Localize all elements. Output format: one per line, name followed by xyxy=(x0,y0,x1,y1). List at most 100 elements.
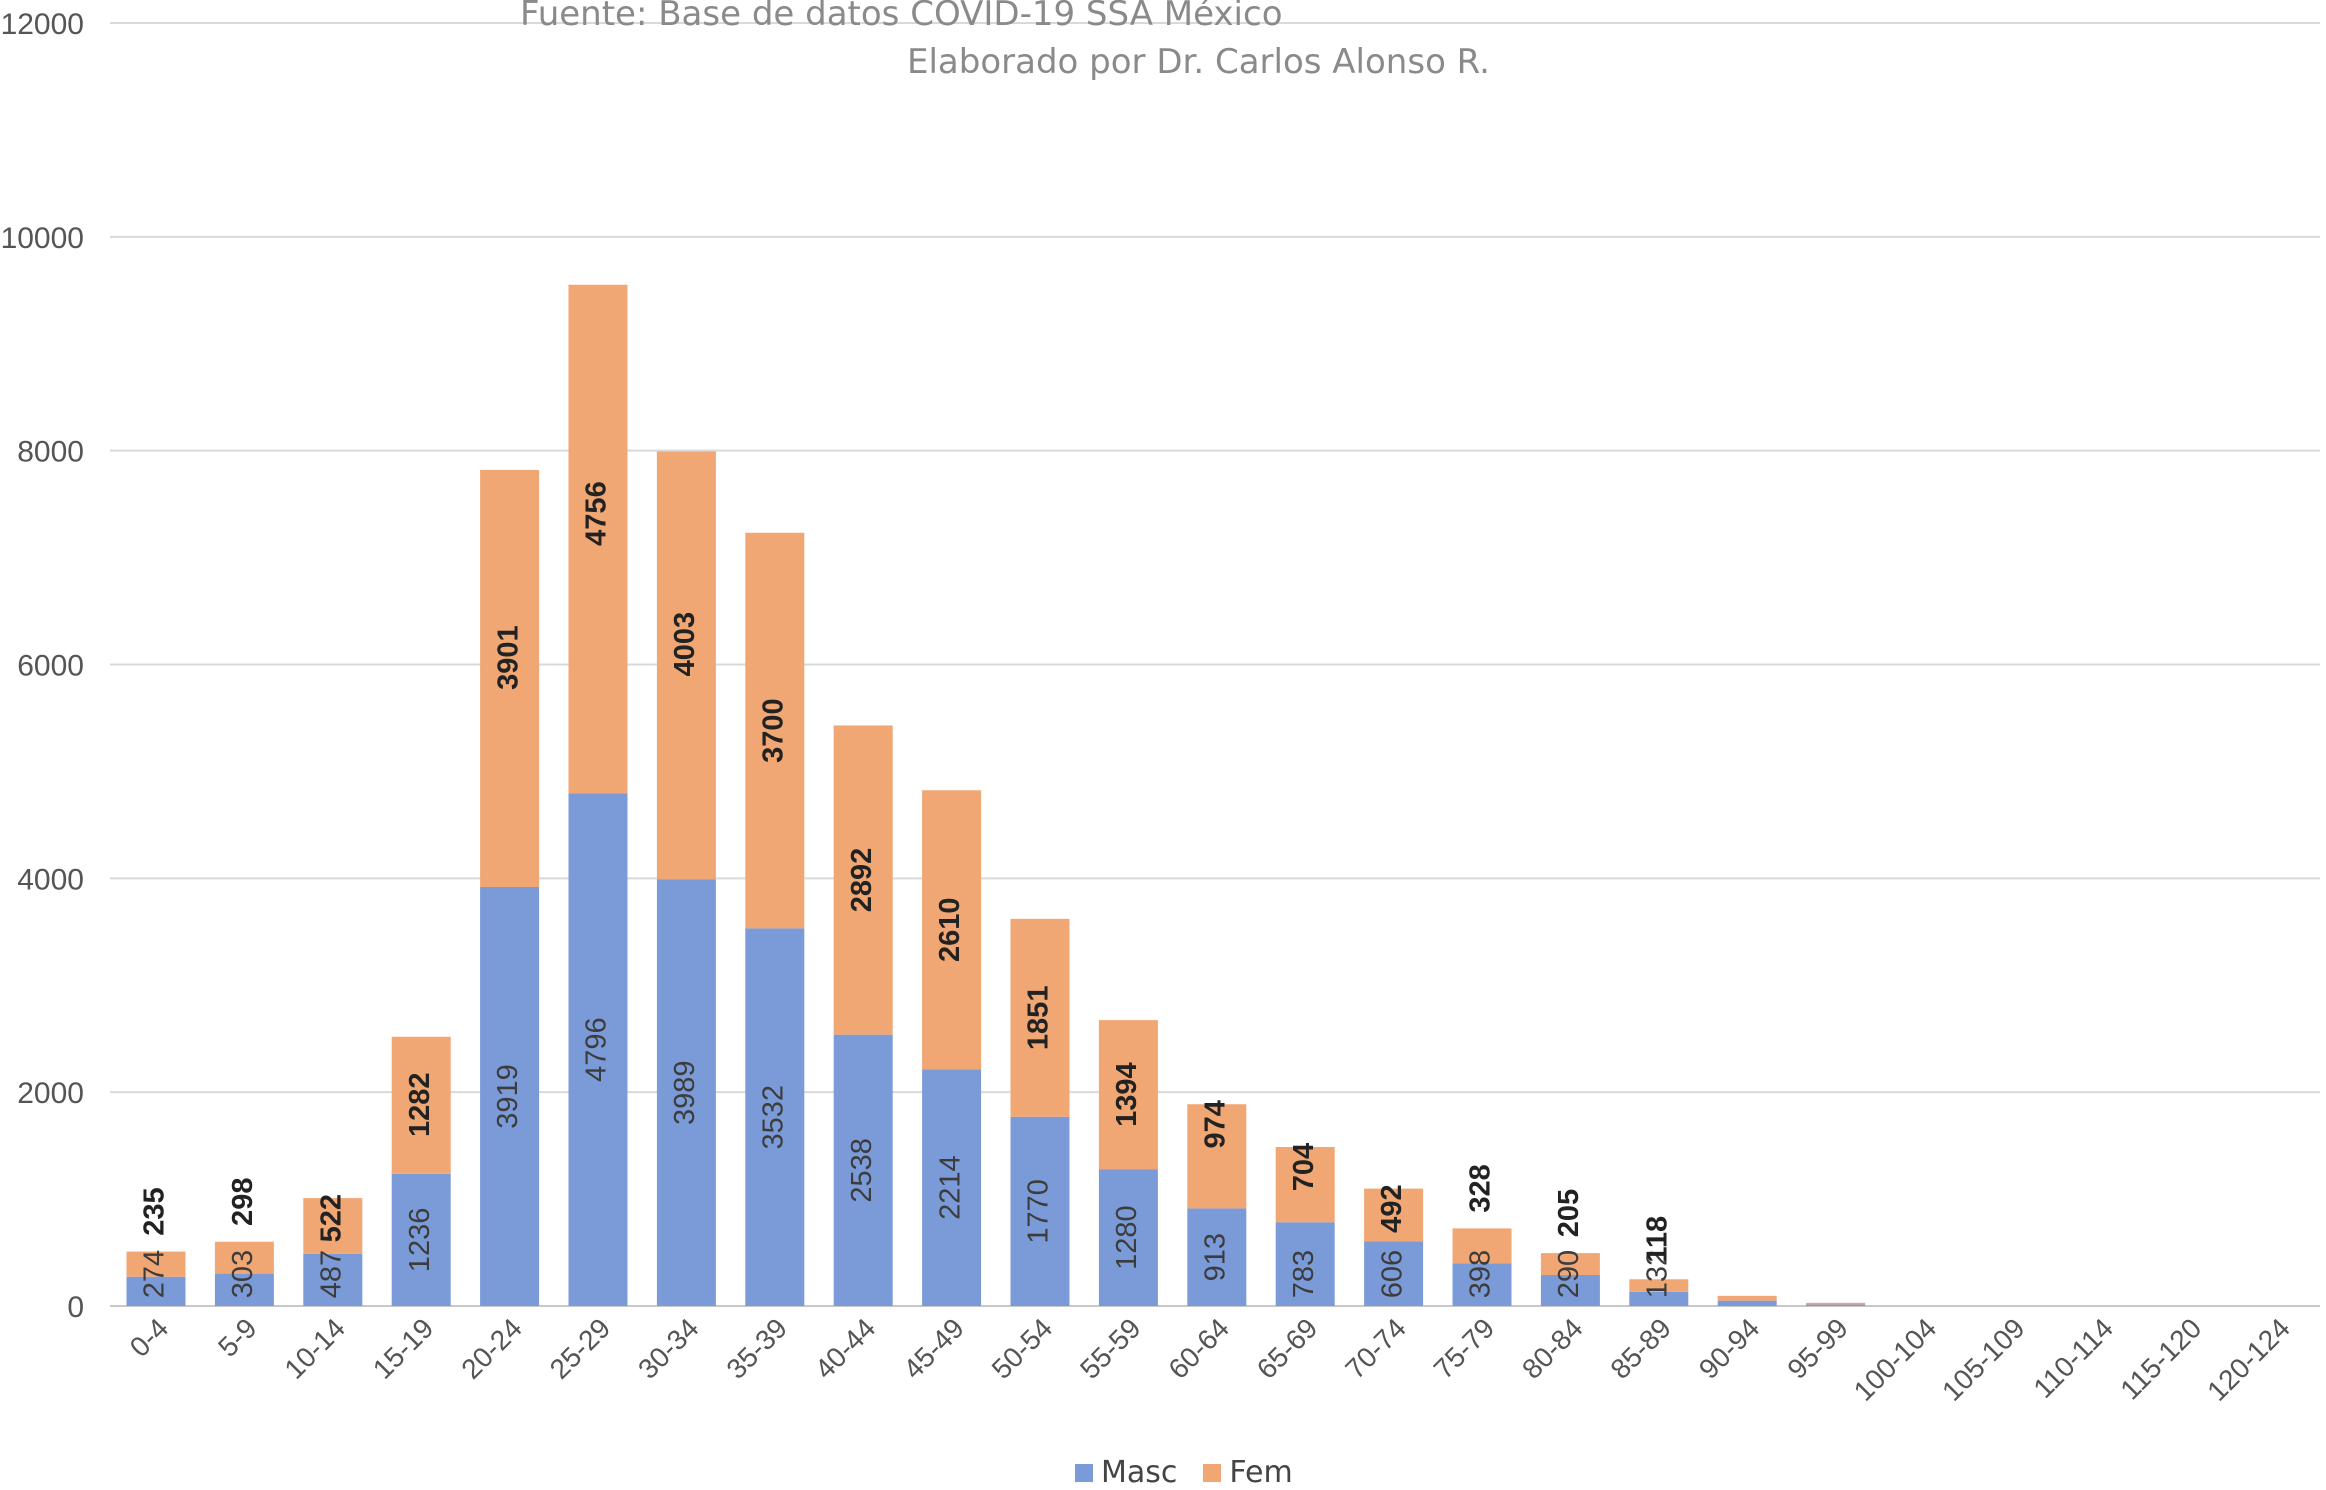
data-label-fem: 704 xyxy=(1288,1143,1320,1191)
data-label-fem: 118 xyxy=(1641,1216,1673,1263)
bar-masc xyxy=(1364,1241,1424,1306)
bar-masc xyxy=(568,793,628,1306)
bar-fem xyxy=(1364,1188,1424,1242)
data-label-masc: 1236 xyxy=(404,1208,436,1273)
y-tick-label: 0 xyxy=(67,1291,84,1324)
bar-masc xyxy=(1540,1274,1600,1306)
bar-masc xyxy=(1275,1222,1335,1306)
bar-fem xyxy=(1806,1302,1866,1305)
data-label-masc: 4796 xyxy=(581,1017,613,1082)
x-tick-label: 15-19 xyxy=(367,1312,440,1385)
x-tick-label: 55-59 xyxy=(1074,1312,1147,1385)
bar-fem xyxy=(303,1198,363,1254)
x-tick-label: 60-64 xyxy=(1162,1312,1235,1385)
bar-fem xyxy=(1010,918,1070,1117)
data-label-masc: 1280 xyxy=(1111,1205,1143,1270)
bar-masc xyxy=(1010,1116,1070,1306)
legend-item-fem: Fem xyxy=(1203,1455,1293,1490)
legend-label-masc: Masc xyxy=(1101,1455,1178,1490)
x-tick-label: 75-79 xyxy=(1428,1312,1501,1385)
bar-fem xyxy=(922,790,982,1070)
bar-masc xyxy=(1806,1304,1866,1306)
x-tick-label: 40-44 xyxy=(809,1312,882,1385)
data-label-masc: 606 xyxy=(1376,1250,1408,1298)
bar-masc xyxy=(1452,1263,1512,1306)
chart-author-note: Elaborado por Dr. Carlos Alonso R. xyxy=(907,42,1490,82)
bar-fem xyxy=(833,725,893,1035)
x-tick-label: 50-54 xyxy=(986,1312,1059,1385)
legend-swatch-masc xyxy=(1075,1463,1093,1482)
x-tick-label: 80-84 xyxy=(1516,1312,1589,1385)
x-tick-label: 25-29 xyxy=(544,1312,617,1385)
data-label-masc: 3989 xyxy=(669,1060,701,1125)
data-label-fem: 4756 xyxy=(581,481,613,546)
y-tick-label: 12000 xyxy=(1,8,84,41)
data-label-fem: 328 xyxy=(1465,1164,1497,1212)
bar-masc xyxy=(303,1253,363,1306)
bar-fem xyxy=(1187,1104,1247,1209)
y-tick-label: 6000 xyxy=(17,650,84,683)
x-tick-label: 105-109 xyxy=(1936,1312,2031,1407)
bar-masc xyxy=(391,1173,451,1306)
bar-fem xyxy=(656,451,716,880)
bar-masc xyxy=(1187,1208,1247,1306)
data-label-fem: 522 xyxy=(315,1194,347,1242)
bar-fem xyxy=(126,1251,186,1277)
data-label-masc: 783 xyxy=(1288,1250,1320,1298)
bar-fem xyxy=(1540,1253,1600,1275)
data-label-masc: 132 xyxy=(1641,1250,1673,1298)
x-tick-label: 100-104 xyxy=(1848,1312,1943,1407)
chart-source-note: Fuente: Base de datos COVID-19 SSA Méxic… xyxy=(520,0,1283,34)
x-tick-label: 110-114 xyxy=(2027,1312,2119,1404)
x-tick-label: 30-34 xyxy=(632,1312,705,1385)
data-label-fem: 3901 xyxy=(492,625,524,690)
bar-masc xyxy=(480,886,540,1306)
bar-fem xyxy=(480,469,540,887)
bar-masc xyxy=(922,1069,982,1306)
x-tick-label: 90-94 xyxy=(1693,1312,1766,1385)
legend-label-fem: Fem xyxy=(1229,1455,1293,1490)
bar-fem xyxy=(568,284,628,794)
y-tick-label: 8000 xyxy=(17,436,84,469)
x-tick-label: 35-39 xyxy=(720,1312,793,1385)
bar-masc xyxy=(1098,1169,1158,1306)
data-label-fem: 4003 xyxy=(669,612,701,677)
bar-masc xyxy=(1629,1291,1689,1306)
data-label-masc: 3532 xyxy=(757,1085,789,1150)
data-label-fem: 205 xyxy=(1553,1189,1585,1237)
bar-fem xyxy=(1098,1020,1158,1170)
data-label-fem: 1394 xyxy=(1111,1062,1143,1127)
data-label-masc: 290 xyxy=(1553,1250,1585,1298)
data-label-fem: 2610 xyxy=(934,898,966,963)
data-label-masc: 3919 xyxy=(492,1064,524,1129)
data-label-fem: 235 xyxy=(139,1187,171,1235)
x-tick-label: 115-120 xyxy=(2114,1312,2207,1405)
x-tick-label: 20-24 xyxy=(455,1312,528,1385)
data-label-masc: 303 xyxy=(227,1250,259,1298)
legend-item-masc: Masc xyxy=(1075,1455,1177,1490)
bar-masc xyxy=(1717,1300,1777,1306)
data-label-fem: 492 xyxy=(1376,1184,1408,1232)
bar-fem xyxy=(214,1241,274,1274)
y-tick-label: 2000 xyxy=(17,1077,84,1110)
data-label-masc: 398 xyxy=(1465,1250,1497,1298)
data-label-masc: 274 xyxy=(139,1250,171,1298)
x-tick-label: 95-99 xyxy=(1781,1312,1854,1385)
bar-fem xyxy=(391,1036,451,1174)
bar-masc xyxy=(745,928,805,1306)
x-tick-label: 85-89 xyxy=(1604,1312,1677,1385)
data-label-fem: 2892 xyxy=(846,848,878,913)
data-label-masc: 2538 xyxy=(846,1138,878,1203)
x-tick-label: 45-49 xyxy=(897,1312,970,1385)
legend-swatch-fem xyxy=(1203,1463,1222,1482)
x-tick-label: 70-74 xyxy=(1339,1312,1412,1385)
bar-masc xyxy=(656,879,716,1306)
data-label-masc: 1770 xyxy=(1023,1179,1055,1244)
x-tick-label: 65-69 xyxy=(1251,1312,1324,1385)
bar-fem xyxy=(1717,1295,1777,1301)
chart-legend: Masc Fem xyxy=(1075,1455,1319,1490)
bar-masc xyxy=(214,1273,274,1306)
bar-fem xyxy=(1629,1279,1689,1292)
y-tick-label: 4000 xyxy=(17,863,84,896)
